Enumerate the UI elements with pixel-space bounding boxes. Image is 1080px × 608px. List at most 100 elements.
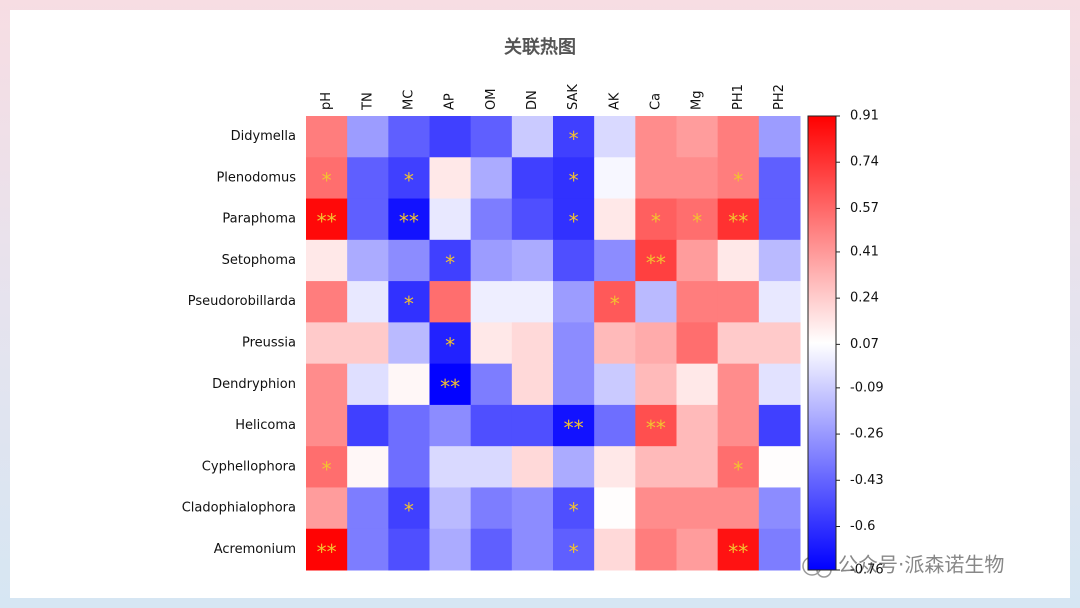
heatmap-cell — [347, 198, 389, 241]
heatmap-cell — [429, 322, 472, 365]
heatmap-cell — [429, 404, 472, 447]
heatmap-cell — [717, 363, 760, 406]
heatmap-cell — [676, 281, 719, 323]
y-tick-label: Plenodomus — [216, 170, 296, 185]
heatmap-cell — [758, 281, 801, 323]
heatmap-cell — [676, 528, 719, 571]
heatmap-cell — [511, 281, 554, 323]
heatmap-cell — [717, 157, 760, 200]
heatmap-cell — [717, 404, 760, 447]
colorbar-tick-label: -0.6 — [850, 519, 875, 534]
heatmap-cell — [553, 446, 595, 488]
x-tick-label: DN — [525, 90, 540, 110]
x-tick-label: MC — [401, 90, 416, 110]
heatmap-cell — [758, 404, 801, 447]
heatmap-cell — [553, 281, 595, 323]
heatmap-cell — [758, 487, 801, 530]
heatmap-cell — [429, 446, 472, 488]
heatmap-cell — [511, 157, 554, 200]
heatmap-cell — [717, 239, 760, 282]
heatmap-cell — [306, 239, 348, 282]
significance-mark: ** — [728, 540, 748, 564]
x-tick-label: Ca — [648, 93, 663, 110]
heatmap-cell — [511, 404, 554, 447]
y-tick-label: Setophoma — [222, 253, 296, 268]
significance-mark: * — [569, 540, 579, 564]
heatmap-cell — [511, 239, 554, 282]
heatmap-cell — [676, 363, 719, 406]
heatmap-cell — [470, 239, 513, 282]
y-tick-label: Acremonium — [214, 542, 296, 557]
heatmap-cell — [306, 446, 348, 488]
heatmap-cell — [470, 404, 513, 447]
heatmap-cell — [635, 528, 677, 571]
heatmap-cell — [635, 157, 677, 200]
significance-mark: * — [322, 457, 332, 481]
heatmap-cell — [511, 446, 554, 488]
heatmap-cell — [347, 404, 389, 447]
y-tick-label: Cladophialophora — [182, 501, 296, 516]
significance-mark: * — [569, 168, 579, 192]
heatmap-cell — [429, 281, 472, 323]
heatmap-cell — [306, 281, 348, 323]
heatmap-cell — [429, 116, 472, 158]
heatmap-cell — [758, 528, 801, 571]
heatmap-cell — [676, 116, 719, 158]
heatmap-cell — [594, 239, 636, 282]
heatmap-cell — [717, 281, 760, 323]
colorbar-tick-label: -0.43 — [850, 473, 884, 488]
y-tick-label: Cyphellophora — [202, 459, 296, 474]
heatmap-cell — [388, 157, 430, 200]
heatmap-cell — [306, 404, 348, 447]
colorbar — [807, 115, 837, 571]
heatmap-cell — [676, 157, 719, 200]
heatmap-cell — [717, 487, 760, 530]
significance-mark: * — [322, 168, 332, 192]
heatmap-cell — [306, 198, 348, 241]
heatmap-cell — [470, 198, 513, 241]
colorbar-tick-label: 0.91 — [850, 109, 879, 124]
heatmap-cell — [553, 239, 595, 282]
significance-mark: * — [569, 499, 579, 523]
heatmap-cell — [635, 239, 677, 282]
significance-mark: * — [733, 168, 743, 192]
heatmap-cell — [635, 446, 677, 488]
significance-mark: * — [445, 251, 455, 275]
significance-mark: * — [569, 210, 579, 234]
heatmap-cell — [347, 281, 389, 323]
heatmap-cell — [429, 239, 472, 282]
heatmap-cell — [635, 116, 677, 158]
heatmap-cell — [553, 116, 595, 158]
heatmap-cell — [758, 322, 801, 365]
significance-mark: * — [569, 127, 579, 151]
colorbar-tick-label: -0.09 — [850, 380, 884, 395]
significance-mark: * — [733, 457, 743, 481]
significance-mark: ** — [399, 210, 419, 234]
colorbar-tick-label: 0.24 — [850, 291, 879, 306]
colorbar-tick-label: -0.76 — [850, 563, 884, 578]
heatmap-cell — [676, 404, 719, 447]
heatmap-cell — [717, 198, 760, 241]
colorbar-tick-label: 0.57 — [850, 201, 879, 216]
heatmap-cell — [635, 404, 677, 447]
heatmap-cell — [347, 116, 389, 158]
heatmap-cell — [553, 528, 595, 571]
heatmap-cell — [347, 528, 389, 571]
heatmap-cell — [594, 404, 636, 447]
heatmap-cell — [306, 363, 348, 406]
heatmap-cell — [553, 363, 595, 406]
heatmap-cell — [388, 281, 430, 323]
x-tick-label: TN — [360, 92, 375, 111]
heatmap-cell — [470, 116, 513, 158]
significance-mark: * — [692, 210, 702, 234]
heatmap-cell — [717, 528, 760, 571]
heatmap-cell — [470, 322, 513, 365]
heatmap-cell — [470, 487, 513, 530]
heatmap-cell — [758, 363, 801, 406]
y-tick-label: Paraphoma — [222, 212, 296, 227]
significance-mark: * — [404, 499, 414, 523]
y-tick-label: Preussia — [242, 336, 296, 351]
significance-mark: ** — [440, 375, 460, 399]
colorbar-tick-label: 0.74 — [850, 155, 879, 170]
